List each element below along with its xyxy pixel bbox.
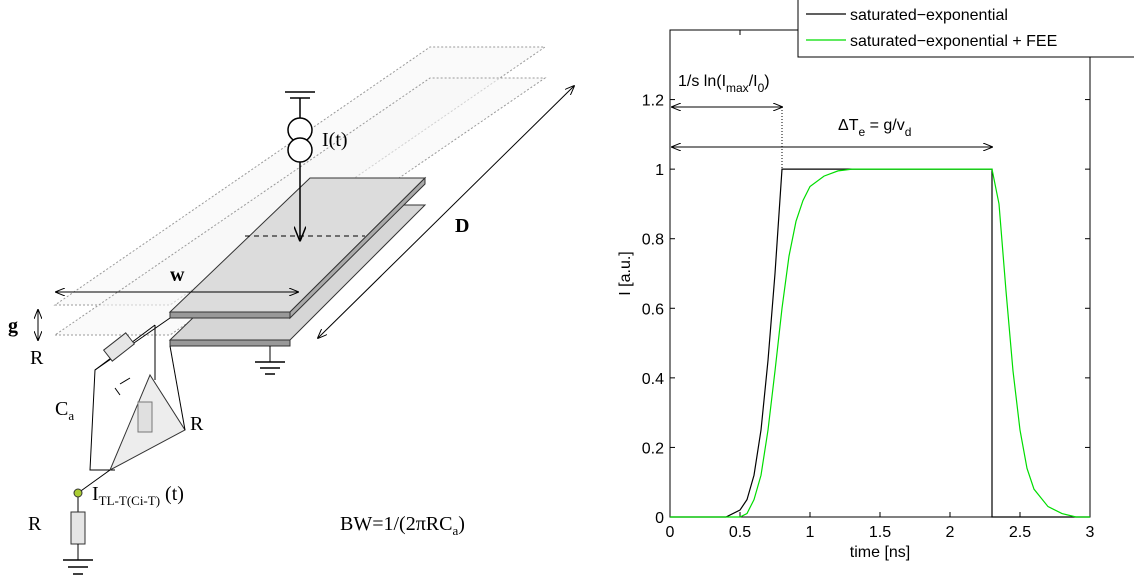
subscript: a <box>68 408 74 423</box>
text-part: BW=1/(2πRC <box>340 513 453 535</box>
y-tick-label: 0.2 <box>642 440 664 457</box>
wire <box>77 469 111 494</box>
chart: 0 0.5 1 1.5 2 2.5 3 0 0.2 0.4 0.6 0.8 1 1.2 time [ns] I… <box>617 0 1134 561</box>
text-part: (t) <box>160 483 184 505</box>
length-arrow <box>318 86 574 338</box>
wire <box>169 345 186 431</box>
plate-bottom-edge <box>169 339 291 347</box>
x-tick-label: 1 <box>806 524 815 541</box>
subscript: e <box>858 125 865 139</box>
text-part: ) <box>764 73 769 90</box>
legend-label: saturated−exponential + FEE <box>850 33 1057 50</box>
x-tick-label: 1.5 <box>869 524 891 541</box>
text-part: I <box>92 483 99 505</box>
plate-top-edge <box>169 311 291 319</box>
text-part: /I <box>749 73 758 90</box>
resistor <box>102 332 136 362</box>
series-line <box>670 168 1090 518</box>
current-label: I(t) <box>322 129 348 151</box>
diagram: I(t) D w g R R R Ca ITL-T(Ci-T) (t) BW=1… <box>8 46 574 575</box>
y-tick-label: 1 <box>655 162 664 179</box>
y-tick-label: 0.6 <box>642 301 664 318</box>
gap-label: g <box>8 315 18 337</box>
bandwidth-label: BW=1/(2πRCa) <box>340 513 465 538</box>
signal-label: ITL-T(Ci-T) (t) <box>92 483 184 508</box>
text-part: ΔT <box>838 117 859 134</box>
resistor <box>70 511 86 545</box>
x-axis-label: time [ns] <box>850 544 910 561</box>
resistor <box>137 401 153 433</box>
subscript: d <box>905 125 912 139</box>
subscript: a <box>453 523 459 538</box>
x-tick-label: 3 <box>1086 524 1095 541</box>
resistor-label: R <box>190 413 204 435</box>
legend <box>797 0 1134 58</box>
x-tick-label: 2.5 <box>1009 524 1031 541</box>
resistor-label: R <box>28 513 42 535</box>
y-tick-label: 1.2 <box>642 93 664 110</box>
y-tick-label: 0.8 <box>642 232 664 249</box>
subscript: TL-T(Ci-T) <box>99 493 160 508</box>
resistor-label: R <box>30 347 44 369</box>
length-label: D <box>455 215 469 237</box>
x-tick-label: 0.5 <box>729 524 751 541</box>
y-axis-label: I [a.u.] <box>617 251 634 295</box>
x-tick-label: 0 <box>666 524 675 541</box>
width-label: w <box>170 264 185 286</box>
x-tick-label: 2 <box>946 524 955 541</box>
text-part: ) <box>458 513 465 535</box>
capacitor-plate <box>114 387 121 396</box>
node <box>73 488 83 498</box>
subscript: max <box>726 81 749 95</box>
plot-area <box>669 29 1091 518</box>
y-tick-label: 0 <box>655 510 664 527</box>
text-part: = g/v <box>865 117 905 134</box>
annotation: 1/s ln(Imax/I0) <box>678 73 770 95</box>
current-source <box>287 137 313 163</box>
subscript: 0 <box>758 81 765 95</box>
text-part: 1/s ln(I <box>678 73 726 90</box>
text-part: C <box>55 398 68 420</box>
legend-label: saturated−exponential <box>850 7 1008 24</box>
capacitor-plate <box>119 377 131 385</box>
series-line <box>670 168 1090 518</box>
capacitor-label: Ca <box>55 398 74 423</box>
y-tick-label: 0.4 <box>642 371 664 388</box>
annotation: ΔTe = g/vd <box>838 117 911 139</box>
